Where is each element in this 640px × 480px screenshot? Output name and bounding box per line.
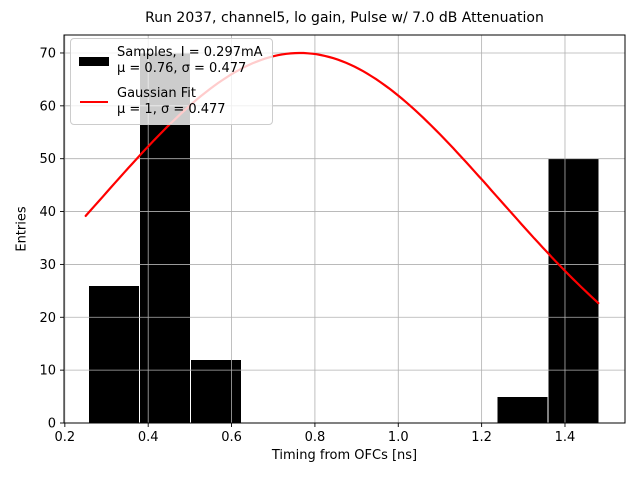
x-tick-label: 0.2 (54, 430, 75, 445)
histogram-bar (547, 158, 600, 424)
x-tick-label: 0.8 (305, 430, 326, 445)
histogram-bar (190, 359, 242, 424)
y-tick-label: 10 (39, 364, 56, 379)
legend-stats-gaussian-fit: μ = 1, σ = 0.477 (117, 102, 226, 117)
y-axis-label: Entries (14, 206, 30, 252)
legend-entry-gaussian-text: Gaussian Fit μ = 1, σ = 0.477 (117, 86, 226, 118)
x-tick-label: 0.4 (138, 430, 159, 445)
legend-stats-samples: μ = 0.76, σ = 0.477 (117, 61, 247, 76)
x-axis-label: Timing from OFCs [ns] (271, 448, 418, 463)
y-tick-label: 0 (48, 417, 56, 432)
y-tick-label: 30 (39, 258, 56, 273)
samples-swatch-col (79, 56, 109, 66)
chart-title: Run 2037, channel5, lo gain, Pulse w/ 7.… (145, 10, 544, 26)
y-tick-label: 70 (39, 46, 56, 61)
legend: Samples, I = 0.297mA μ = 0.76, σ = 0.477… (70, 38, 273, 125)
histogram-bar (496, 396, 549, 424)
x-tick-label: 1.4 (555, 430, 576, 445)
y-tick-label: 40 (39, 205, 56, 220)
gaussian-swatch-col (79, 101, 109, 103)
histogram-bar (88, 285, 140, 424)
y-tick-label: 50 (39, 152, 56, 167)
y-tick-label: 20 (39, 311, 56, 326)
samples-histogram-swatch-icon (79, 56, 109, 66)
gaussian-fit-line-swatch-icon (80, 101, 108, 103)
x-tick-label: 1.0 (388, 430, 409, 445)
x-tick-label: 1.2 (471, 430, 492, 445)
legend-label-gaussian-fit: Gaussian Fit (117, 86, 197, 101)
legend-entry-samples: Samples, I = 0.297mA μ = 0.76, σ = 0.477 (79, 45, 264, 77)
x-tick-label: 0.6 (221, 430, 242, 445)
legend-entry-samples-text: Samples, I = 0.297mA μ = 0.76, σ = 0.477 (117, 45, 263, 77)
legend-label-samples: Samples, I = 0.297mA (117, 45, 263, 60)
legend-entry-gaussian-fit: Gaussian Fit μ = 1, σ = 0.477 (79, 86, 264, 118)
y-tick-label: 60 (39, 99, 56, 114)
axes-frame (63, 34, 626, 424)
